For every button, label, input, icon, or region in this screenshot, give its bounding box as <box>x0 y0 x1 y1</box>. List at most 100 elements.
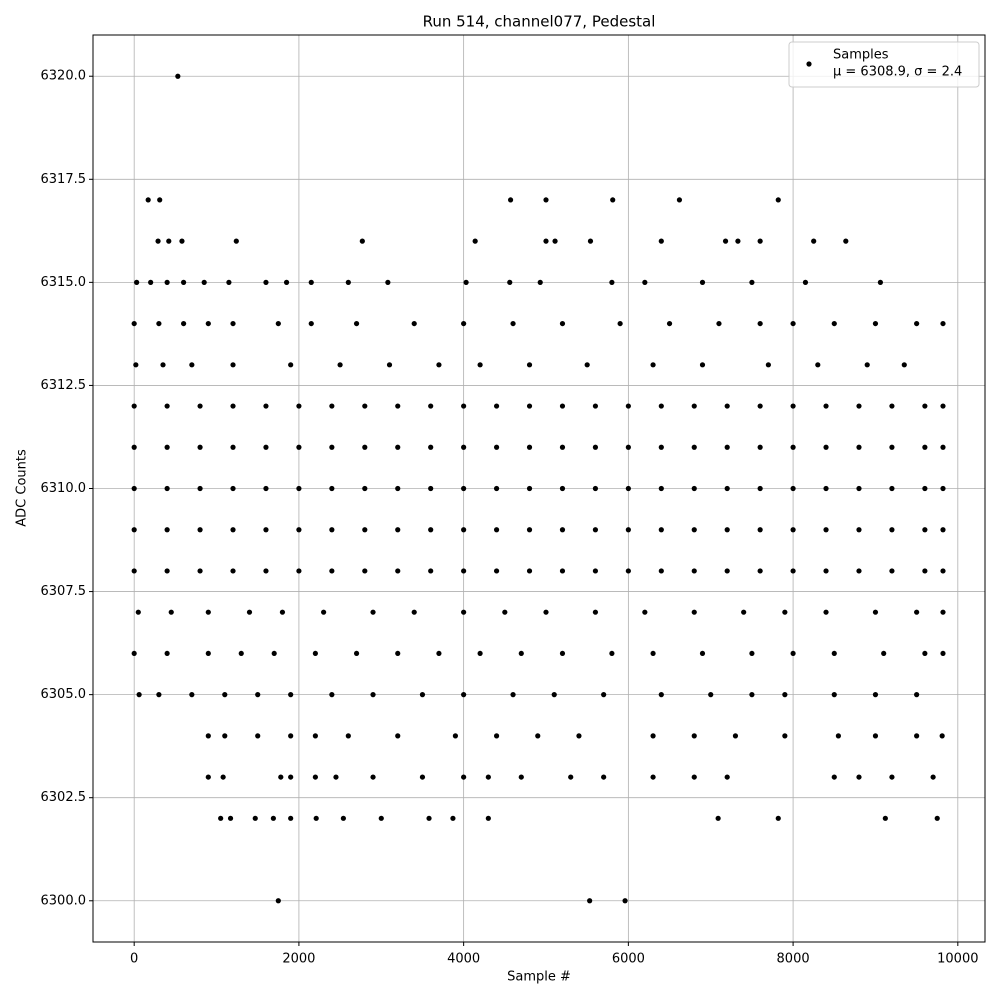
point <box>461 568 467 574</box>
point <box>197 444 203 450</box>
point <box>353 320 360 327</box>
point <box>622 898 628 904</box>
point <box>252 815 258 821</box>
point <box>601 774 607 780</box>
point <box>625 527 631 533</box>
point <box>197 568 203 574</box>
point <box>246 609 253 615</box>
y-tick-label: 6302.5 <box>41 790 87 805</box>
point <box>362 568 368 574</box>
point <box>131 403 137 409</box>
x-tick-label: 4000 <box>447 952 480 967</box>
legend-note: μ = 6308.9, σ = 2.4 <box>833 65 962 80</box>
point <box>790 650 796 657</box>
x-tick-label: 0 <box>130 952 138 967</box>
point <box>757 238 763 244</box>
point <box>189 692 195 698</box>
point <box>263 444 269 450</box>
point <box>156 320 162 327</box>
point <box>313 815 319 821</box>
point <box>428 403 434 409</box>
point <box>676 197 683 203</box>
point <box>428 444 434 450</box>
point <box>428 527 434 533</box>
point <box>609 650 615 657</box>
point <box>164 279 170 285</box>
point <box>395 527 401 533</box>
point <box>757 568 763 574</box>
point <box>395 444 401 450</box>
y-tick-label: 6305.0 <box>41 687 87 702</box>
point <box>131 650 137 657</box>
point <box>934 815 940 821</box>
point <box>650 362 656 368</box>
point <box>537 279 543 285</box>
point <box>691 444 697 450</box>
point <box>790 403 796 409</box>
point <box>749 692 755 698</box>
point <box>790 320 796 327</box>
point <box>922 444 928 450</box>
point <box>922 485 928 492</box>
point <box>551 692 557 698</box>
point <box>275 320 281 327</box>
point <box>362 527 368 533</box>
point <box>940 320 946 327</box>
point <box>559 527 566 533</box>
point <box>559 444 566 450</box>
point <box>724 485 730 492</box>
point <box>263 403 269 409</box>
point <box>831 650 837 657</box>
point <box>157 197 163 203</box>
point <box>843 238 849 244</box>
point <box>510 692 516 698</box>
point <box>881 650 887 657</box>
point <box>230 320 236 327</box>
point <box>288 733 294 739</box>
point <box>715 815 721 821</box>
point <box>485 815 491 821</box>
point <box>168 609 174 615</box>
point <box>131 527 137 533</box>
point <box>889 403 895 409</box>
point <box>359 238 365 244</box>
point <box>493 444 500 450</box>
point <box>312 733 318 739</box>
point <box>790 444 796 450</box>
point <box>263 568 269 574</box>
point <box>716 320 722 327</box>
point <box>164 485 170 492</box>
point <box>461 692 467 698</box>
y-axis-label: ADC Counts <box>15 449 30 527</box>
point <box>831 774 837 780</box>
point <box>658 568 664 574</box>
point <box>436 650 442 657</box>
plot-frame <box>92 34 986 943</box>
point <box>329 485 335 492</box>
point <box>610 197 616 203</box>
point <box>592 609 599 615</box>
point <box>362 444 368 450</box>
point <box>940 650 946 657</box>
point <box>625 444 631 450</box>
point <box>724 444 730 450</box>
point <box>296 444 302 450</box>
point <box>308 320 314 327</box>
point <box>321 609 327 615</box>
point <box>775 197 781 203</box>
point <box>197 485 203 492</box>
point <box>559 403 566 409</box>
point <box>823 609 829 615</box>
point <box>288 362 294 368</box>
point <box>362 403 368 409</box>
point <box>940 527 946 533</box>
point <box>757 444 763 450</box>
point <box>856 774 862 780</box>
y-tick-label: 6315.0 <box>41 275 87 290</box>
point <box>518 650 524 657</box>
point <box>856 485 862 492</box>
point <box>370 774 376 780</box>
chart-title: Run 514, channel077, Pedestal <box>423 13 656 31</box>
point <box>823 485 829 492</box>
